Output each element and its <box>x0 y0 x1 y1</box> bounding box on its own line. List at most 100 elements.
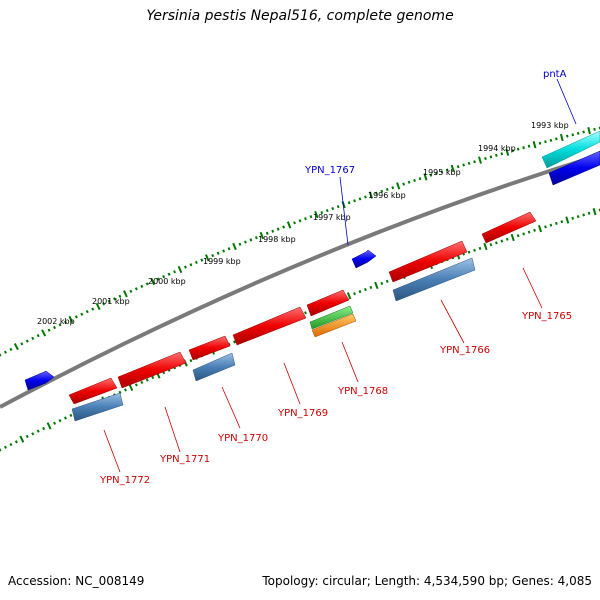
minor-tick <box>555 221 558 225</box>
minor-tick <box>244 240 247 244</box>
ypn-1772-label: YPN_1772 <box>99 475 150 486</box>
scale-label: 1998 kbp <box>258 235 296 244</box>
major-tick <box>559 133 564 142</box>
major-tick <box>592 208 597 216</box>
minor-tick <box>544 140 547 144</box>
ypn-1767-label: YPN_1767 <box>304 165 355 176</box>
major-tick <box>423 173 428 181</box>
minor-tick <box>358 197 362 201</box>
major-tick <box>204 254 210 262</box>
minor-tick <box>473 160 476 164</box>
minor-tick <box>516 234 520 238</box>
minor-tick <box>560 220 564 224</box>
minor-tick <box>238 242 242 246</box>
minor-tick <box>85 310 89 314</box>
minor-tick <box>456 165 460 169</box>
major-tick <box>396 182 401 190</box>
minor-tick <box>63 320 67 324</box>
minor-tick <box>58 418 62 423</box>
minor-tick <box>309 215 313 219</box>
minor-tick <box>140 284 144 288</box>
minor-tick <box>418 177 422 181</box>
minor-tick <box>391 186 395 190</box>
minor-tick <box>42 426 46 431</box>
major-tick <box>510 233 515 242</box>
scale-label: 2000 kbp <box>148 277 186 286</box>
minor-tick <box>36 333 40 338</box>
ypn-1767-gene[interactable] <box>351 249 377 269</box>
major-tick <box>346 292 352 300</box>
minor-tick <box>527 230 531 234</box>
minor-tick <box>249 238 253 242</box>
minor-tick <box>380 281 384 285</box>
major-tick <box>19 435 25 443</box>
ypn-1772-red-gene[interactable] <box>68 377 118 405</box>
minor-tick <box>576 215 580 219</box>
ypn-1768-green[interactable] <box>309 305 354 330</box>
minor-tick <box>0 353 2 357</box>
major-tick <box>565 216 570 224</box>
minor-tick <box>325 209 329 213</box>
minor-tick <box>353 199 356 203</box>
minor-tick <box>80 312 84 316</box>
ypn-1768-orange[interactable] <box>311 313 357 338</box>
minor-tick <box>216 251 220 255</box>
minor-tick <box>102 302 106 306</box>
ypn-1765-gene[interactable] <box>481 211 537 244</box>
minor-tick <box>462 163 465 167</box>
minor-tick <box>511 149 515 153</box>
ypn-1766-red-gene[interactable] <box>388 240 468 283</box>
minor-tick <box>227 247 231 251</box>
minor-tick <box>500 239 504 243</box>
minor-tick <box>522 146 525 150</box>
ypn-1772-cds[interactable] <box>71 392 124 422</box>
ypn-1771-gene[interactable] <box>117 351 187 389</box>
minor-tick <box>385 187 389 192</box>
minor-tick <box>304 311 307 315</box>
ypn-1768-red-gene[interactable] <box>306 289 350 317</box>
minor-tick <box>9 347 13 352</box>
ypn-1769-gene[interactable] <box>232 306 307 346</box>
scale-label: 2001 kbp <box>92 297 130 306</box>
minor-tick <box>36 429 40 433</box>
minor-tick <box>91 307 95 311</box>
minor-tick <box>347 201 351 205</box>
minor-tick <box>467 161 471 165</box>
minor-tick <box>151 375 155 380</box>
minor-tick <box>25 434 29 439</box>
minor-tick <box>14 440 18 444</box>
minor-tick <box>113 297 116 301</box>
major-tick <box>259 231 265 240</box>
minor-tick <box>254 236 258 240</box>
major-tick <box>450 164 455 172</box>
pnta-cyan-gene[interactable] <box>541 130 600 169</box>
minor-tick <box>593 127 596 131</box>
minor-tick <box>527 144 531 148</box>
minor-tick <box>489 155 493 159</box>
minor-tick <box>467 250 471 254</box>
minor-tick <box>47 328 51 332</box>
minor-tick <box>233 340 236 344</box>
major-tick <box>505 148 510 156</box>
pnta-label-line <box>556 78 577 125</box>
pnta-gene[interactable] <box>548 150 600 186</box>
ypn-1770-cds[interactable] <box>192 352 236 382</box>
ypn-1770-red-gene[interactable] <box>188 335 231 361</box>
ypn-1765-label: YPN_1765 <box>521 311 572 322</box>
minor-tick <box>358 290 362 294</box>
minor-tick <box>3 445 7 449</box>
minor-tick <box>407 180 411 184</box>
ypn-1766-cds[interactable] <box>392 257 476 302</box>
minor-tick <box>282 225 286 229</box>
minor-tick <box>402 182 405 186</box>
minor-tick <box>293 221 296 225</box>
minor-tick <box>271 229 275 233</box>
scale-label: 1994 kbp <box>478 144 516 153</box>
major-tick <box>537 224 543 233</box>
minor-tick <box>145 282 149 286</box>
major-tick <box>46 422 52 430</box>
minor-tick <box>200 258 204 262</box>
major-tick <box>95 302 101 311</box>
left-blue-gene[interactable] <box>24 370 55 391</box>
